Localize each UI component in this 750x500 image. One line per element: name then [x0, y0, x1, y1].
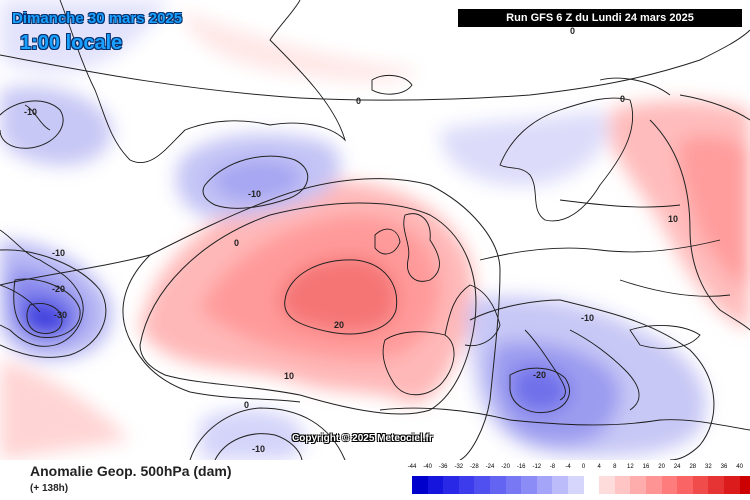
anomaly-shading	[0, 0, 750, 460]
scale-swatch	[568, 476, 584, 494]
label-minus10-balkans: -10	[581, 313, 594, 323]
iberia	[382, 331, 455, 396]
scale-swatch	[677, 476, 693, 494]
scale-swatch	[708, 476, 724, 494]
canada-coast	[0, 229, 84, 347]
scale-swatch	[614, 476, 631, 494]
contour-zero-south	[189, 407, 346, 460]
north-africa	[379, 407, 750, 431]
contour-minus10-greenland	[0, 100, 64, 149]
scale-tick-label: -4	[565, 464, 571, 470]
forecast-date: Dimanche 30 mars 2025	[12, 10, 183, 27]
scale-tick-label: 40	[736, 464, 743, 470]
scale-tick-label: 4	[597, 464, 601, 470]
contour-minus30-canada	[26, 303, 63, 334]
greenland-coast	[59, 0, 346, 164]
scale-swatch	[490, 476, 506, 494]
product-title: Anomalie Geop. 500hPa (dam)	[30, 463, 232, 479]
label-minus10-greenland-east: -10	[248, 189, 261, 199]
label-plus20-atlantic: 20	[334, 320, 344, 330]
scale-tick-label: -24	[485, 464, 495, 470]
scale-swatch	[661, 476, 678, 494]
scale-swatch	[724, 476, 740, 494]
british-isles	[374, 228, 401, 255]
scale-swatch	[739, 476, 750, 494]
run-info-banner: Run GFS 6 Z du Lundi 24 mars 2025	[458, 9, 742, 27]
contour-minus20-canada	[13, 278, 81, 339]
label-zero-top-right: 0	[570, 26, 575, 36]
scale-swatch	[599, 476, 615, 494]
scale-tick-label: 12	[627, 464, 634, 470]
contour-minus10-balkans	[559, 299, 715, 460]
label-zero-north-atlantic: 0	[356, 96, 361, 106]
scale-tick-label: -44	[407, 464, 417, 470]
color-scale: -44 -40 -36 -32 -28 -24 -20 -16 -12 -8 -4 0 4 8 12 16 20…	[404, 462, 750, 498]
scale-tick-label: -36	[438, 464, 448, 470]
contours	[0, 29, 750, 460]
scale-swatch	[692, 476, 709, 494]
contour-plus10-russia	[649, 119, 750, 331]
contour-zero-west	[0, 178, 501, 460]
negative-anomaly-greenland	[0, 86, 112, 166]
scale-swatch	[552, 476, 568, 494]
scale-swatch	[427, 476, 444, 494]
label-minus10-south: -10	[252, 444, 265, 454]
scale-swatch	[474, 476, 490, 494]
scale-tick-label: -20	[501, 464, 510, 470]
legend-bar: Anomalie Geop. 500hPa (dam) (+ 138h) -44…	[0, 460, 750, 500]
contour-plus10	[139, 202, 477, 415]
forecast-time: 1:00 locale	[20, 32, 123, 54]
scale-tick-label: -32	[454, 464, 464, 470]
scale-swatch	[412, 476, 428, 494]
scale-tick-label: 28	[689, 464, 697, 470]
lead-time: (+ 138h)	[30, 483, 69, 494]
scale-tick-label: 8	[613, 464, 617, 470]
copyright-notice: Copyright © 2025 Meteociel.fr	[292, 433, 433, 444]
balkans	[569, 329, 640, 411]
scale-tick-label: -40	[423, 464, 432, 470]
label-zero-europe: 0	[620, 94, 625, 104]
scale-swatch	[443, 476, 459, 494]
coastlines	[0, 0, 750, 431]
scale-swatch	[536, 476, 553, 494]
contour-minus10-canada	[0, 249, 107, 358]
scale-swatch	[646, 476, 662, 494]
label-minus20-mediterranean: -20	[533, 370, 546, 380]
label-minus10-canada: -10	[52, 248, 65, 258]
scandinavia	[499, 97, 634, 222]
contour-zero-north	[0, 29, 750, 101]
scale-swatch	[458, 476, 475, 494]
scale-tick-label: 16	[642, 464, 650, 470]
anomaly-map: 0 0 0 0 0 -10 -10 -10 -20 -30 20 10 -10 …	[0, 0, 750, 460]
label-minus10-greenland-west: -10	[24, 107, 37, 117]
scale-tick-label: -8	[549, 464, 556, 470]
scale-tick-label: -12	[532, 464, 542, 470]
italy	[524, 329, 566, 401]
scale-tick-label: 20	[658, 464, 665, 470]
scale-tick-label: 24	[673, 464, 681, 470]
contour-minus20-med	[509, 367, 570, 414]
label-minus20-canada: -20	[52, 284, 65, 294]
contour-labels: 0 0 0 0 0 -10 -10 -10 -20 -30 20 10 -10 …	[24, 26, 678, 454]
scale-tick-label: 32	[705, 464, 712, 470]
scale-tick-label: -28	[470, 464, 479, 470]
black-sea	[629, 325, 701, 349]
scale-tick-label: 36	[720, 464, 728, 470]
france	[444, 284, 501, 347]
scale-swatch	[521, 476, 537, 494]
label-zero-west: 0	[234, 238, 239, 248]
label-minus30-canada: -30	[54, 310, 67, 320]
scale-tick-label: 0	[581, 464, 586, 470]
contour-plus20	[284, 259, 398, 335]
label-plus10-atlantic: 10	[284, 371, 294, 381]
iceland-coast	[371, 74, 413, 95]
scale-swatch	[505, 476, 522, 494]
label-zero-south: 0	[244, 400, 249, 410]
label-plus10-russia: 10	[668, 214, 678, 224]
scale-swatch	[630, 476, 646, 494]
scale-swatch	[583, 476, 600, 494]
scale-tick-label: -16	[516, 464, 526, 470]
